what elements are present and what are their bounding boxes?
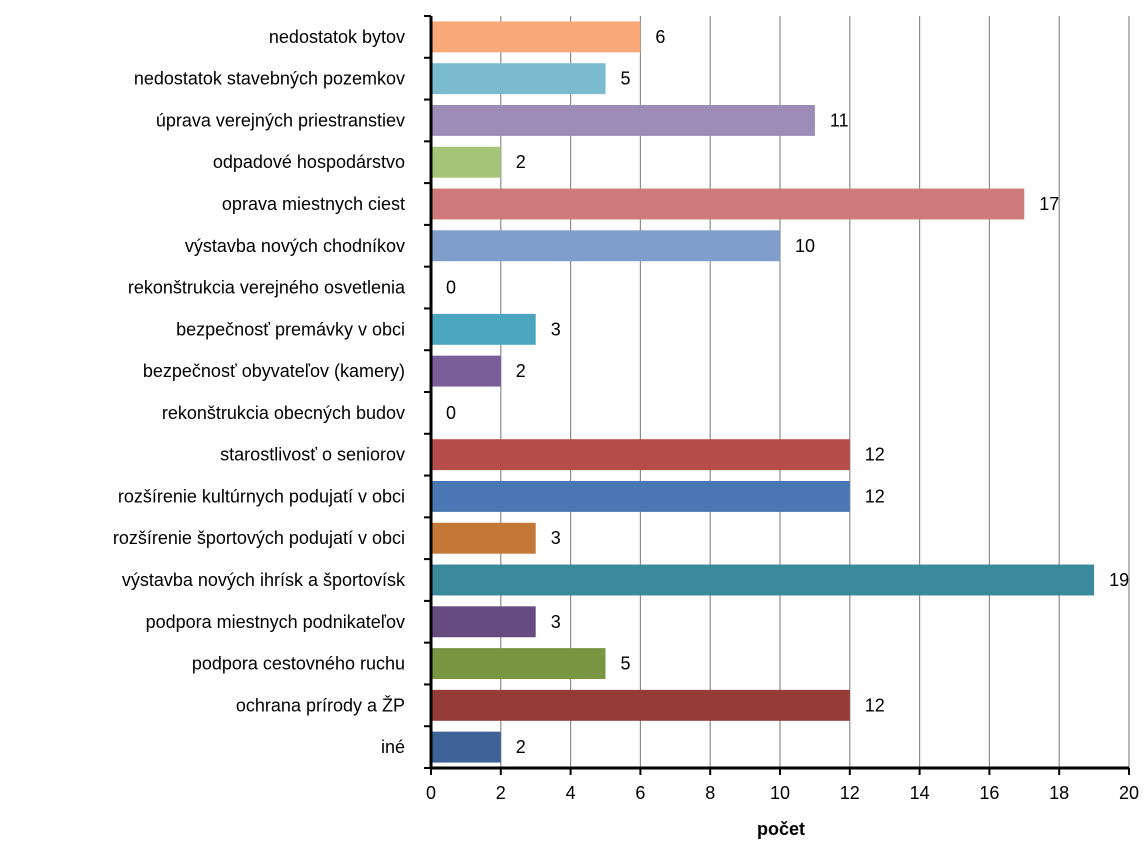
x-tick-label: 12	[840, 783, 860, 803]
x-tick-label: 4	[566, 783, 576, 803]
value-label: 17	[1039, 194, 1059, 214]
category-label: podpora cestovného ruchu	[192, 654, 405, 674]
bar	[431, 21, 641, 53]
x-tick-label: 10	[770, 783, 790, 803]
value-label: 10	[795, 236, 815, 256]
bar	[431, 731, 501, 763]
bar	[431, 63, 606, 95]
category-label: oprava miestnych ciest	[222, 194, 405, 214]
value-label: 6	[655, 27, 665, 47]
bar	[431, 355, 501, 387]
x-tick-label: 8	[705, 783, 715, 803]
value-label: 2	[516, 361, 526, 381]
category-label: výstavba nových chodníkov	[185, 236, 405, 256]
x-tick-label: 18	[1049, 783, 1069, 803]
x-tick-label: 14	[910, 783, 930, 803]
value-label: 0	[446, 278, 456, 298]
category-label: rozšírenie športových podujatí v obci	[113, 528, 405, 548]
axes	[424, 15, 1130, 775]
category-label: úprava verejných priestranstiev	[156, 110, 405, 130]
value-label: 12	[865, 695, 885, 715]
x-tick-label: 16	[979, 783, 999, 803]
category-label: ochrana prírody a ŽP	[236, 695, 405, 715]
x-axis-title: počet	[757, 819, 805, 839]
bar	[431, 230, 780, 262]
x-tick-label: 2	[496, 783, 506, 803]
bar	[431, 564, 1095, 596]
category-label: bezpečnosť premávky v obci	[176, 319, 405, 339]
value-label: 3	[551, 612, 561, 632]
category-label: bezpečnosť obyvateľov (kamery)	[143, 361, 405, 381]
x-tick-label: 6	[635, 783, 645, 803]
value-label: 12	[865, 445, 885, 465]
category-label: rozšírenie kultúrnych podujatí v obci	[118, 486, 405, 506]
category-label: iné	[381, 737, 405, 757]
bar	[431, 313, 536, 345]
value-label: 0	[446, 403, 456, 423]
value-label: 5	[621, 69, 631, 89]
value-label: 2	[516, 152, 526, 172]
bar	[431, 188, 1025, 220]
value-label: 3	[551, 528, 561, 548]
value-label: 5	[621, 654, 631, 674]
category-label: starostlivosť o seniorov	[220, 445, 405, 465]
value-label: 2	[516, 737, 526, 757]
bar	[431, 104, 815, 136]
x-tick-label: 0	[426, 783, 436, 803]
bar	[431, 439, 850, 471]
value-label: 19	[1109, 570, 1129, 590]
category-label: odpadové hospodárstvo	[213, 152, 405, 172]
bars	[431, 21, 1095, 763]
value-label: 3	[551, 319, 561, 339]
grid-lines	[500, 16, 1130, 768]
bar	[431, 606, 536, 638]
x-tick-label: 20	[1119, 783, 1139, 803]
bar	[431, 480, 850, 512]
value-label: 12	[865, 486, 885, 506]
bar	[431, 648, 606, 680]
category-label: rekonštrukcia obecných budov	[162, 403, 405, 423]
value-label: 11	[830, 110, 849, 130]
bar	[431, 689, 850, 721]
bar	[431, 522, 536, 554]
category-label: podpora miestnych podnikateľov	[146, 612, 405, 632]
category-label: výstavba nových ihrísk a športovísk	[122, 570, 406, 590]
category-label: rekonštrukcia verejného osvetlenia	[128, 278, 406, 298]
category-label: nedostatok stavebných pozemkov	[134, 69, 405, 89]
category-label: nedostatok bytov	[269, 27, 405, 47]
bar	[431, 146, 501, 178]
